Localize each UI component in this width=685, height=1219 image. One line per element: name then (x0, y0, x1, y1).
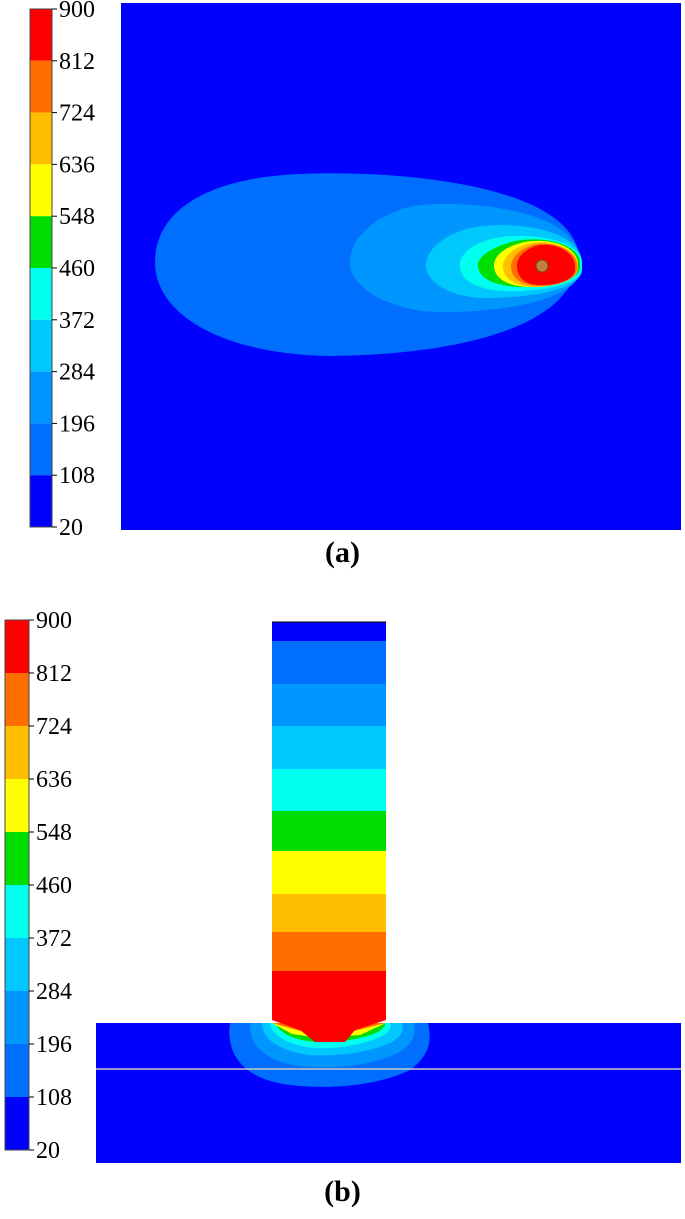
wall-band-460 (272, 769, 386, 811)
colorbar-a-tick-label-3: 636 (59, 152, 95, 178)
colorbar-a-segment-9 (30, 475, 52, 527)
colorbar-a-segment-1 (30, 60, 52, 113)
colorbar-a-segment-2 (30, 112, 52, 165)
colorbar-a-segment-5 (30, 268, 52, 320)
colorbar-a-tick-label-5: 460 (59, 256, 95, 282)
colorbar-a-segment-6 (30, 319, 52, 372)
colorbar-b-tick-label-1: 812 (36, 661, 72, 687)
colorbar-b-segment-2 (5, 726, 29, 779)
colorbar-a-tick-label-9: 108 (59, 463, 95, 489)
wall-band-372 (272, 726, 386, 769)
colorbar-a-segment-4 (30, 216, 52, 268)
colorbar-a-tick-label-0: 900 (59, 0, 95, 23)
panel-a: 900 812 724 636 548 460 372 284 196 108 20 (a) (0, 0, 685, 600)
colorbar-b-tick-label-9: 108 (36, 1085, 72, 1111)
colorbar-b-tick-label-4: 548 (36, 820, 72, 846)
wall-band-724 (272, 894, 386, 932)
colorbar-b-segment-4 (5, 832, 29, 885)
colorbar-a-segment-3 (30, 164, 52, 217)
colorbar-b-tick-label-3: 636 (36, 767, 72, 793)
colorbar-a-segment-0 (30, 9, 52, 61)
colorbar-b-segment-9 (5, 1097, 29, 1150)
colorbar-b-tick-label-7: 284 (36, 979, 72, 1005)
wall-band-284 (272, 684, 386, 726)
colorbar-a-segment-8 (30, 423, 52, 476)
wall-band-900 (272, 971, 386, 1042)
colorbar-a: 900 812 724 636 548 460 372 284 196 108 20 (29, 0, 95, 541)
wall-band-548 (272, 811, 386, 851)
colorbar-a-tick-label-10: 20 (59, 515, 83, 541)
colorbar-a-tick-label-1: 812 (59, 49, 95, 75)
wall-band-812 (272, 932, 386, 971)
colorbar-a-tick-label-4: 548 (59, 204, 95, 230)
caption-b: (b) (324, 1175, 361, 1208)
colorbar-b-tick-label-8: 196 (36, 1032, 72, 1058)
colorbar-b-segment-7 (5, 991, 29, 1044)
panel-b: 900 812 724 636 548 460 372 284 196 108 20 (b) (0, 600, 685, 1219)
colorbar-b-tick-label-2: 724 (36, 714, 72, 740)
colorbar-b-segment-5 (5, 885, 29, 938)
colorbar-b-segment-6 (5, 938, 29, 991)
wall-band-196 (272, 641, 386, 684)
colorbar-b-tick-label-5: 460 (36, 873, 72, 899)
colorbar-a-tick-label-7: 284 (59, 360, 95, 386)
colorbar-a-tick-label-2: 724 (59, 101, 95, 127)
caption-a: (a) (325, 536, 360, 569)
colorbar-b-tick-label-6: 372 (36, 926, 72, 952)
colorbar-a-tick-label-8: 196 (59, 411, 95, 437)
colorbar-a-segment-7 (30, 371, 52, 424)
heat-source-spot (535, 259, 549, 273)
colorbar-b-tick-label-10: 20 (36, 1138, 60, 1164)
colorbar-b-segment-8 (5, 1044, 29, 1097)
panel-a-figure: 900 812 724 636 548 460 372 284 196 108 20 (29, 0, 681, 541)
wall-band-636 (272, 851, 386, 894)
colorbar-b-tick-label-0: 900 (36, 608, 72, 634)
colorbar-a-tick-label-6: 372 (59, 308, 95, 334)
panel-b-figure: 900 812 724 636 548 460 372 284 196 108 20 (4, 608, 681, 1164)
colorbar-b-segment-1 (5, 673, 29, 726)
colorbar-b: 900 812 724 636 548 460 372 284 196 108 20 (4, 608, 72, 1164)
colorbar-b-segment-0 (5, 620, 29, 673)
wall-band-20 (272, 622, 386, 641)
colorbar-b-segment-3 (5, 779, 29, 832)
